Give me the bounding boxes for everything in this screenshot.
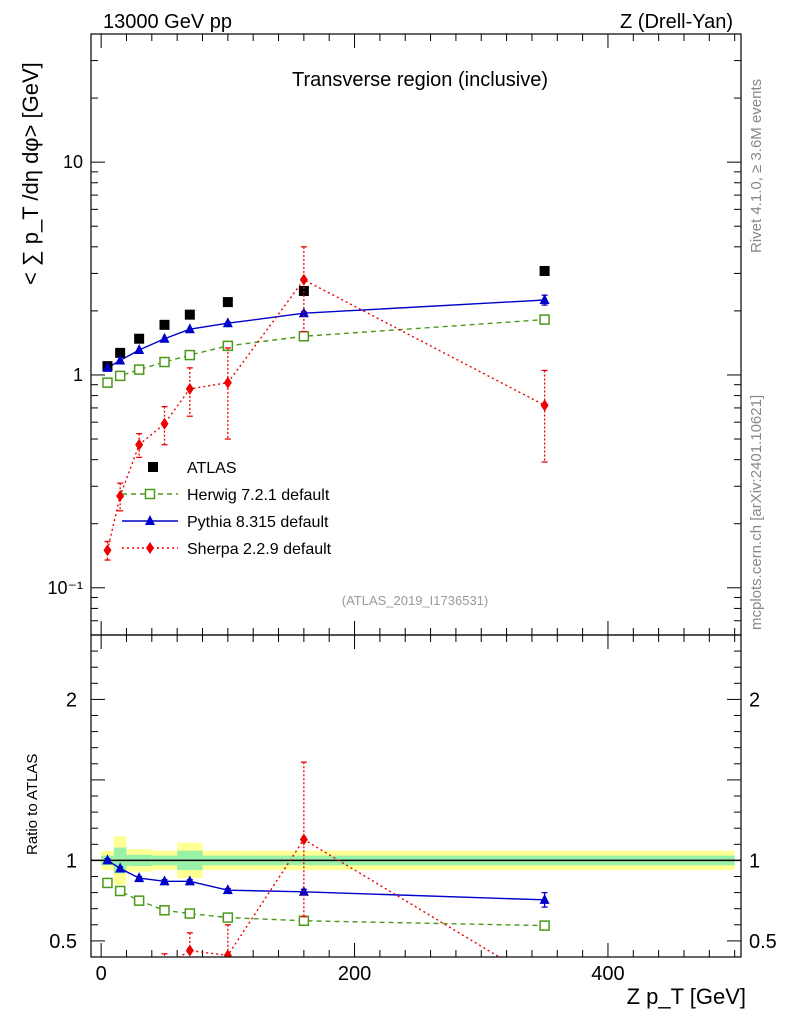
sherpa-point: [223, 376, 232, 389]
ratio-y-axis-label: Ratio to ATLAS: [24, 754, 41, 855]
legend-sherpa-label: Sherpa 2.2.9 default: [187, 541, 332, 558]
ratio-panel-frame: [90, 634, 742, 958]
ratio-herwig-point: [159, 905, 170, 916]
atlas-point: [134, 333, 145, 344]
legend-herwig-label: Herwig 7.2.1 default: [187, 487, 330, 504]
rivet-label: Rivet 4.1.0, ≥ 3.6M events: [748, 79, 765, 253]
ratio-sherpa-point: [116, 982, 124, 994]
pythia-point: [539, 294, 550, 305]
herwig-point: [133, 364, 145, 375]
ratio-sherpa-point: [103, 993, 111, 1005]
ratio-y-tick-label-right: 0.5: [749, 931, 777, 953]
ratio-sherpa-point: [160, 961, 168, 973]
ratio-pythia-point: [222, 884, 233, 895]
herwig-point: [184, 349, 196, 361]
header-right: Z (Drell-Yan): [620, 11, 733, 33]
ratio-herwig-point: [222, 912, 234, 923]
ratio-herwig-point: [184, 908, 196, 919]
pythia-point: [134, 344, 145, 355]
ratio-pythia-point: [159, 875, 170, 886]
x-tick-label: 0: [96, 963, 107, 985]
ratio-pythia-point: [539, 893, 550, 904]
pythia-point: [184, 323, 195, 334]
ratio-herwig-line: [107, 882, 545, 927]
plot-title: Transverse region (inclusive): [292, 69, 548, 91]
header-left: 13000 GeV pp: [103, 11, 232, 33]
legend-atlas-marker: [148, 462, 158, 472]
ratio-panel: 0.5 0.5 1 1 2 2 0 200 400 Ratio to ATLAS Z p_T …: [24, 634, 777, 1009]
sherpa-point: [160, 417, 169, 430]
ratio-herwig-point: [102, 877, 113, 889]
ratio-sherpa-point: [299, 833, 308, 846]
legend-pythia-label: Pythia 8.315 default: [187, 514, 329, 531]
pythia-point: [102, 361, 113, 372]
legend-pythia-marker: [145, 515, 155, 525]
herwig-point: [222, 340, 234, 352]
y-tick-label: 10: [63, 152, 83, 172]
legend-sherpa-marker: [146, 542, 154, 554]
atlas-point: [115, 347, 126, 358]
ratio-y-tick-label: 0.5: [49, 931, 77, 953]
pythia-point: [159, 332, 170, 343]
sherpa-point: [540, 399, 549, 412]
legend-herwig-marker: [144, 488, 156, 500]
sherpa-point: [135, 438, 144, 451]
y-axis-label: < ∑ p_T /dη dφ> [GeV]: [18, 62, 43, 285]
pythia-line: [107, 299, 545, 369]
ratio-pythia-point: [134, 872, 145, 883]
sherpa-point: [185, 382, 194, 395]
ratio-sherpa-point: [185, 944, 194, 957]
ratio-herwig-point: [298, 915, 310, 927]
sherpa-point: [299, 273, 308, 286]
mcplots-label: mcplots.cern.ch [arXiv:2401.10621]: [748, 395, 765, 630]
herwig-point: [539, 314, 550, 325]
atlas-point: [159, 319, 170, 330]
pythia-point: [222, 317, 233, 328]
sherpa-point: [116, 489, 125, 502]
main-panel: Transverse region (inclusive) (ATLAS_201…: [18, 33, 742, 636]
ratio-pythia-point: [184, 875, 195, 886]
analysis-annotation: (ATLAS_2019_I1736531): [342, 593, 488, 608]
ratio-pythia-point: [115, 862, 126, 873]
herwig-point: [102, 377, 113, 388]
pythia-point: [115, 354, 126, 365]
sherpa-line: [106, 278, 545, 551]
ratio-herwig-point: [114, 885, 126, 897]
ratio-herwig-point: [133, 895, 145, 906]
x-tick-label: 400: [591, 963, 624, 985]
atlas-point: [539, 265, 550, 276]
legend: ATLAS Herwig 7.2.1 default Pythia 8.315 de…: [122, 460, 332, 558]
sherpa-point: [103, 544, 112, 557]
ratio-y-tick-label-right: 1: [749, 850, 760, 872]
herwig-point: [114, 370, 126, 382]
ratio-y-tick-label: 1: [66, 850, 77, 872]
x-axis-label: Z p_T [GeV]: [627, 984, 746, 1009]
ratio-sherpa-point: [135, 964, 143, 976]
ratio-y-tick-label-right: 2: [749, 689, 760, 711]
ratio-y-tick-label: 2: [66, 689, 77, 711]
herwig-point: [159, 356, 170, 368]
legend-atlas-label: ATLAS: [187, 460, 237, 477]
ratio-pythia-point: [102, 854, 113, 865]
ratio-sherpa-point: [223, 949, 232, 957]
ratio-sherpa-point: [541, 978, 549, 990]
herwig-line: [107, 318, 545, 384]
herwig-point: [298, 331, 310, 342]
x-tick-label: 200: [338, 963, 371, 985]
y-tick-label: 1: [73, 365, 83, 385]
y-tick-label: 10⁻¹: [47, 578, 83, 598]
ratio-herwig-point: [539, 920, 550, 931]
atlas-point: [184, 309, 195, 320]
atlas-point: [222, 297, 233, 308]
